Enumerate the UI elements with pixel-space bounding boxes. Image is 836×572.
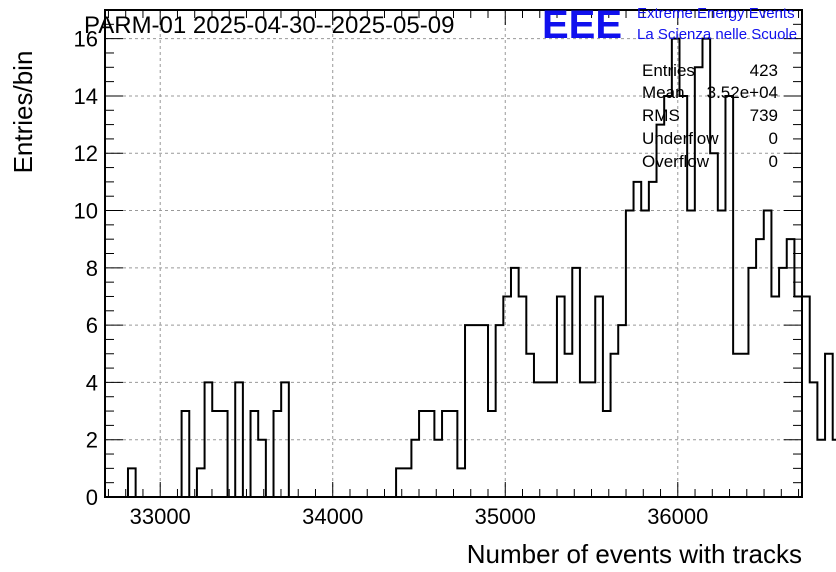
histogram-bin	[687, 211, 695, 497]
histogram-bin	[205, 382, 213, 497]
histogram-bin	[235, 382, 243, 497]
histogram-bin	[718, 211, 726, 497]
histogram-bin	[274, 411, 282, 497]
y-axis-label: Entries/bin	[8, 51, 38, 174]
histogram-bin	[603, 411, 611, 497]
histogram-bin	[519, 296, 527, 497]
y-tick-label: 10	[74, 199, 98, 224]
y-tick-label: 14	[74, 84, 98, 109]
histogram-bin	[764, 211, 772, 497]
x-tick-label: 35000	[475, 504, 536, 529]
histogram-bin	[756, 239, 764, 497]
histogram-bin	[220, 411, 228, 497]
histogram-bin	[588, 382, 596, 497]
histogram-bin	[419, 411, 427, 497]
y-tick-label: 6	[86, 313, 98, 338]
stats-label-overflow: Overflow	[642, 152, 710, 171]
histogram-bin	[465, 325, 473, 497]
histogram-bin	[702, 39, 710, 497]
x-tick-label: 34000	[302, 504, 363, 529]
histogram-bin	[741, 354, 749, 497]
y-tick-label: 8	[86, 256, 98, 281]
histogram-bin	[626, 211, 634, 497]
y-tick-label: 12	[74, 141, 98, 166]
histogram-bin	[411, 440, 419, 497]
histogram-bin	[457, 468, 465, 497]
tick-layer: 33000 34000 35000 36000 0 2 4 6 8 10 12 14 16	[74, 9, 802, 529]
grid-layer	[105, 10, 802, 497]
stats-label-entries: Entries	[642, 61, 695, 80]
stats-box: Entries 423 Mean 3.52e+04 RMS 739 Underf…	[642, 61, 778, 171]
histogram-bin	[396, 468, 404, 497]
eee-logo-mark: EEE	[542, 3, 622, 47]
x-tick-label: 33000	[130, 504, 191, 529]
x-tick-label: 36000	[647, 504, 708, 529]
histogram-bin	[197, 468, 205, 497]
histogram-bin	[657, 125, 665, 497]
y-tick-label: 2	[86, 428, 98, 453]
histogram-bin	[526, 354, 534, 497]
histogram-bin	[771, 296, 779, 497]
stats-label-rms: RMS	[642, 106, 680, 125]
y-tick-label: 16	[74, 27, 98, 52]
histogram-bin	[802, 296, 810, 497]
histogram-bin	[733, 354, 741, 497]
stats-value-rms: 739	[750, 106, 778, 125]
y-tick-label: 4	[86, 370, 98, 395]
histogram-bin	[580, 382, 588, 497]
logo-line1: Extreme Energy Events	[637, 5, 795, 22]
histogram-bin	[725, 96, 733, 497]
histogram-bin	[611, 354, 619, 497]
x-axis-label: Number of events with tracks	[467, 539, 802, 569]
histogram-bin	[182, 411, 190, 497]
histogram-bin	[480, 325, 488, 497]
histogram-bin	[534, 382, 542, 497]
histogram-bin	[281, 382, 289, 497]
histogram-bin	[427, 411, 435, 497]
histogram-bin	[503, 296, 511, 497]
histogram-bin	[442, 411, 450, 497]
y-tick-label: 0	[86, 485, 98, 510]
histogram-bin	[557, 296, 565, 497]
stats-label-mean: Mean	[642, 83, 685, 102]
histogram-bin	[251, 411, 259, 497]
histogram-bin	[618, 325, 626, 497]
logo-line2: La Scienza nelle Scuole	[637, 26, 797, 43]
histogram-bin	[258, 440, 266, 497]
histogram-bin	[542, 382, 550, 497]
histogram-bin	[825, 354, 833, 497]
histogram-bin	[634, 182, 642, 497]
histogram-bin	[572, 268, 580, 497]
stats-value-overflow: 0	[769, 152, 778, 171]
histogram-bin	[641, 211, 649, 497]
histogram-bin	[817, 440, 825, 497]
histogram-bin	[565, 354, 573, 497]
histogram-bin	[649, 182, 657, 497]
histogram-bin	[748, 268, 756, 497]
histogram-bin	[549, 382, 557, 497]
histogram-bin	[488, 411, 496, 497]
histogram-bin	[434, 440, 442, 497]
stats-value-mean: 3.52e+04	[707, 83, 778, 102]
histogram-bin	[710, 153, 718, 497]
histogram-bin	[595, 296, 603, 497]
histogram-bin	[810, 382, 818, 497]
histogram-bin	[212, 411, 220, 497]
histogram-bin	[450, 411, 458, 497]
stats-value-entries: 423	[750, 61, 778, 80]
histogram-bin	[511, 268, 519, 497]
chart-title: PARM-01 2025-04-30--2025-05-09	[84, 12, 454, 39]
histogram-bin	[404, 468, 412, 497]
histogram-bin	[496, 325, 504, 497]
histogram-bin	[128, 468, 136, 497]
histogram-bin	[473, 325, 481, 497]
stats-label-underflow: Underflow	[642, 129, 719, 148]
stats-value-underflow: 0	[769, 129, 778, 148]
